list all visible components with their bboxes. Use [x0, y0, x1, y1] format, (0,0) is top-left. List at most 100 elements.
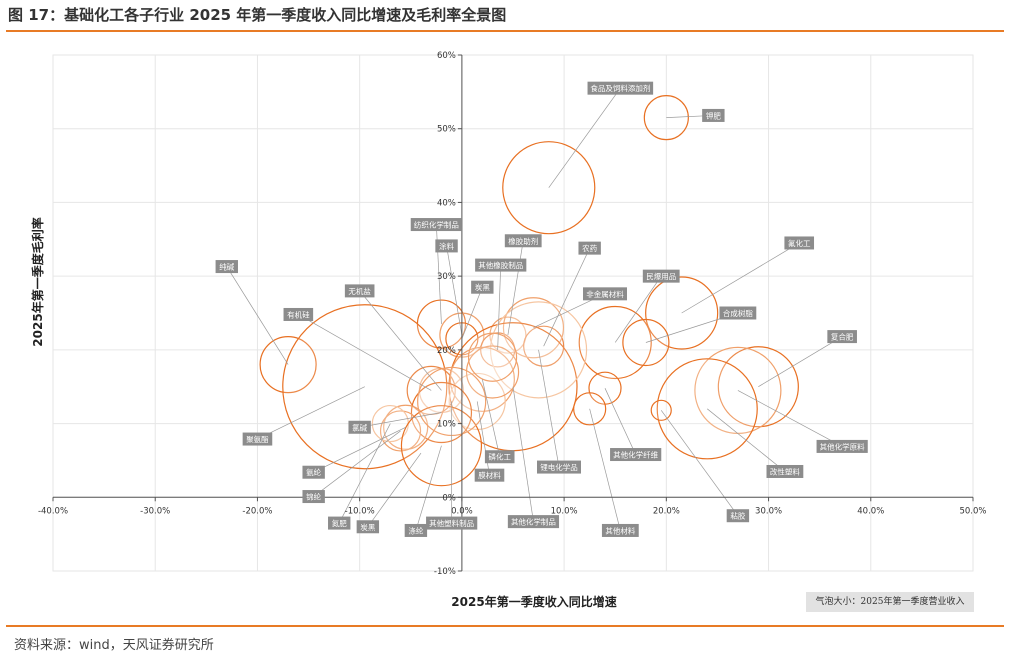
chart-title: 图 17：基础化工各子行业 2025 年第一季度收入同比增速及毛利率全景图 — [8, 6, 507, 24]
bubble-label: 氮肥 — [328, 516, 351, 530]
bubble-label-text: 食品及饲料添加剂 — [590, 83, 650, 93]
bottom-divider — [6, 625, 1004, 627]
bubble-label-box — [426, 516, 478, 530]
y-tick-label: -10% — [434, 567, 456, 577]
bubble-label: 其他化学原料 — [816, 439, 868, 453]
leader-line — [614, 275, 662, 343]
bubble-label-box — [283, 307, 314, 321]
leader-line — [589, 408, 621, 531]
bubble-label-text: 合成树脂 — [723, 308, 753, 318]
y-tick-label: 60% — [437, 51, 456, 61]
leader-line — [543, 247, 590, 347]
bubble-label: 涤纶 — [404, 523, 428, 537]
leader-line — [758, 336, 843, 388]
bubble-label-box — [435, 239, 458, 253]
bubble-label-box — [507, 515, 560, 529]
y-tick-label: 30% — [437, 272, 456, 282]
bubble-label: 磷化工 — [484, 450, 515, 464]
leader-line — [512, 386, 534, 522]
x-tick-label: -40.0% — [38, 506, 68, 516]
bubble-label-text: 有机硅 — [287, 309, 310, 319]
leader-line — [737, 390, 843, 447]
x-axis-label: 2025年第一季度收入同比增速 — [451, 594, 616, 609]
leader-line — [313, 430, 401, 497]
bubble-label-box — [587, 81, 654, 95]
leader-line — [548, 87, 621, 188]
x-tick-label: -20.0% — [242, 506, 272, 516]
bubble-label-text: 其他化学原料 — [820, 441, 865, 451]
bubble-label-box — [702, 108, 725, 122]
bubble-label: 复合肥 — [827, 330, 857, 344]
leader-line — [338, 423, 391, 524]
bubble-label-text: 锦纶 — [306, 492, 321, 502]
leader-line — [298, 314, 432, 391]
bubble-label-text: 农药 — [582, 243, 597, 253]
bubble-label-box — [302, 465, 325, 479]
bubble-label-text: 其他橡胶制品 — [478, 260, 523, 270]
bubble-label-text: 其他化学制品 — [511, 517, 556, 527]
bubble-label-text: 涤纶 — [408, 525, 423, 535]
bubble-label-text: 氯碱 — [352, 422, 367, 432]
y-axis-label: 2025年第一季度毛利率 — [30, 217, 45, 346]
bubble-label-text: 聚氨酯 — [246, 434, 269, 444]
bubble-label-box — [484, 450, 515, 464]
x-tick-label: -10.0% — [345, 506, 375, 516]
bubble-label: 炭黑 — [356, 520, 380, 534]
bubble — [467, 332, 518, 382]
bubble-label-text: 其他材料 — [605, 525, 635, 535]
bubble-label-box — [404, 523, 428, 537]
bubble-label: 农药 — [578, 241, 601, 255]
bubble-label: 民爆用品 — [642, 269, 680, 283]
bubble-label-text: 炭黑 — [360, 523, 375, 532]
axes: -40.0% -30.0% -20.0% -10.0% 0.0% 10.0% 20.0% 30… — [38, 51, 987, 577]
bubble-label-box — [410, 218, 462, 232]
leader-line — [415, 445, 442, 531]
bubble-label-box — [242, 432, 273, 446]
bubble-label-box — [726, 509, 750, 523]
bubble-label: 其他橡胶制品 — [475, 258, 527, 272]
leader-line — [367, 452, 422, 527]
leader-line — [481, 379, 501, 457]
bubble-label: 锦纶 — [302, 490, 325, 504]
bubble-label-box — [348, 420, 371, 434]
bubble-label-text: 磷化工 — [488, 452, 511, 462]
bubble-label-box — [610, 448, 662, 462]
y-tick-label: 40% — [437, 198, 456, 208]
bubble-label: 食品及饲料添加剂 — [587, 81, 654, 95]
bubble-label-box — [578, 241, 601, 255]
leader-line — [507, 240, 524, 336]
leader-line — [313, 426, 406, 473]
bubble-label-box — [344, 284, 375, 298]
leader-line — [538, 349, 560, 468]
bubble-label-text: 氮肥 — [332, 518, 347, 528]
bubble-label-text: 锂电化学品 — [540, 462, 578, 472]
bubble-label-text: 粘胶 — [730, 511, 745, 521]
bubble-label-text: 涂料 — [439, 241, 454, 251]
x-tick-label: 0.0% — [451, 506, 473, 516]
bubble-label: 聚氨酯 — [242, 432, 273, 446]
bubble-label-box — [356, 520, 380, 534]
bubble-label-text: 纺织化学制品 — [414, 220, 459, 230]
bubble-label-text: 改性塑料 — [770, 466, 800, 476]
bubble-label-text: 其他化学纤维 — [613, 450, 658, 460]
bubble-label-text: 氨纶 — [306, 467, 321, 477]
bubble-label-text: 复合肥 — [831, 332, 854, 342]
bubble-label: 氨纶 — [302, 465, 325, 479]
bubble-label: 其他材料 — [601, 523, 639, 537]
bubble-label-box — [766, 464, 804, 478]
bubble-label: 其他化学纤维 — [610, 448, 662, 462]
leader-line — [604, 388, 636, 455]
y-tick-label: 0% — [442, 493, 456, 503]
leader-line — [660, 410, 739, 516]
bubble-label-text: 炭黑 — [475, 283, 490, 292]
leader-line — [497, 265, 502, 350]
bubble-label-text: 橡胶助剂 — [508, 236, 538, 246]
bubble-label-text: 钾肥 — [706, 111, 721, 120]
bubble-label: 粘胶 — [726, 509, 750, 523]
bubble-label-box — [328, 516, 351, 530]
top-divider — [6, 30, 1004, 32]
bubble-label-box — [642, 269, 680, 283]
bubble-label: 改性塑料 — [766, 464, 804, 478]
bubble-label: 非金属材料 — [583, 287, 627, 301]
